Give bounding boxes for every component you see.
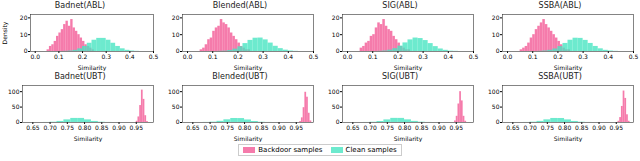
html-text:Backdoor samples: Backdoor samples xyxy=(258,146,323,154)
svg-text:100: 100 xyxy=(8,88,20,95)
svg-text:0.70: 0.70 xyxy=(43,124,57,131)
svg-text:0.0: 0.0 xyxy=(343,53,353,60)
svg-text:0.85: 0.85 xyxy=(575,124,589,131)
svg-text:0.95: 0.95 xyxy=(290,124,304,131)
html-text:Clean samples: Clean samples xyxy=(345,146,397,154)
svg-text:0.1: 0.1 xyxy=(208,53,218,60)
svg-text:0.80: 0.80 xyxy=(398,124,412,131)
svg-text:0.65: 0.65 xyxy=(346,124,360,131)
svg-text:0: 0 xyxy=(496,47,500,54)
html-text:Badnet(ABL): Badnet(ABL) xyxy=(54,1,106,10)
svg-text:0.90: 0.90 xyxy=(272,124,286,131)
svg-text:Similarity: Similarity xyxy=(394,135,423,143)
svg-text:0.2: 0.2 xyxy=(553,53,563,60)
svg-text:0.80: 0.80 xyxy=(78,124,92,131)
svg-text:0: 0 xyxy=(496,118,500,125)
svg-text:0.1: 0.1 xyxy=(368,53,378,60)
svg-text:Similarity: Similarity xyxy=(78,64,107,72)
svg-text:Density: Density xyxy=(1,21,9,44)
svg-text:0.85: 0.85 xyxy=(255,124,269,131)
svg-text:0.90: 0.90 xyxy=(432,124,446,131)
svg-text:Similarity: Similarity xyxy=(394,64,423,72)
svg-text:0.5: 0.5 xyxy=(469,53,479,60)
svg-text:0: 0 xyxy=(336,118,340,125)
svg-text:0.95: 0.95 xyxy=(130,124,144,131)
svg-text:0.80: 0.80 xyxy=(558,124,572,131)
svg-text:0.80: 0.80 xyxy=(238,124,252,131)
svg-text:0.3: 0.3 xyxy=(101,53,111,60)
html-text:SIG(UBT): SIG(UBT) xyxy=(381,72,418,81)
svg-text:0.5: 0.5 xyxy=(629,53,639,60)
html-text:SSBA(UBT): SSBA(UBT) xyxy=(538,72,582,81)
svg-text:0.5: 0.5 xyxy=(309,53,319,60)
svg-text:20: 20 xyxy=(172,14,180,21)
svg-text:0.75: 0.75 xyxy=(61,124,75,131)
svg-text:0.0: 0.0 xyxy=(183,53,193,60)
svg-text:0.4: 0.4 xyxy=(604,53,614,60)
svg-text:20: 20 xyxy=(332,14,340,21)
svg-text:0: 0 xyxy=(336,47,340,54)
html-text:Badnet(UBT): Badnet(UBT) xyxy=(54,72,106,81)
svg-text:Similarity: Similarity xyxy=(74,135,103,143)
svg-text:0.2: 0.2 xyxy=(78,53,88,60)
svg-text:0: 0 xyxy=(24,47,28,54)
svg-text:Similarity: Similarity xyxy=(234,135,263,143)
html-text:SIG(ABL): SIG(ABL) xyxy=(382,1,418,10)
svg-text:10: 10 xyxy=(20,31,28,38)
svg-text:0.65: 0.65 xyxy=(186,124,200,131)
svg-text:20: 20 xyxy=(20,14,28,21)
svg-text:Similarity: Similarity xyxy=(234,64,263,72)
html-text:SSBA(ABL): SSBA(ABL) xyxy=(538,1,582,10)
html-text:Blended(UBT): Blended(UBT) xyxy=(212,72,268,81)
svg-text:0: 0 xyxy=(176,118,180,125)
html-text:Blended(ABL): Blended(ABL) xyxy=(212,1,268,10)
svg-text:10: 10 xyxy=(492,31,500,38)
svg-text:10: 10 xyxy=(332,31,340,38)
svg-text:0.90: 0.90 xyxy=(592,124,606,131)
svg-text:0.2: 0.2 xyxy=(393,53,403,60)
svg-text:50: 50 xyxy=(492,103,500,110)
svg-text:0.1: 0.1 xyxy=(54,53,64,60)
svg-text:0.95: 0.95 xyxy=(450,124,464,131)
svg-text:0.90: 0.90 xyxy=(112,124,126,131)
svg-text:0.3: 0.3 xyxy=(258,53,268,60)
svg-text:100: 100 xyxy=(328,88,340,95)
svg-text:0.2: 0.2 xyxy=(233,53,243,60)
svg-text:0.1: 0.1 xyxy=(528,53,538,60)
svg-text:10: 10 xyxy=(172,31,180,38)
svg-text:0.70: 0.70 xyxy=(523,124,537,131)
svg-text:0.0: 0.0 xyxy=(503,53,513,60)
svg-text:100: 100 xyxy=(488,88,500,95)
svg-text:0.75: 0.75 xyxy=(541,124,555,131)
svg-text:0.85: 0.85 xyxy=(415,124,429,131)
svg-text:0.65: 0.65 xyxy=(26,124,40,131)
svg-text:0.70: 0.70 xyxy=(363,124,377,131)
svg-text:0.65: 0.65 xyxy=(506,124,520,131)
svg-text:0.70: 0.70 xyxy=(203,124,217,131)
svg-text:0.75: 0.75 xyxy=(221,124,235,131)
svg-text:0.85: 0.85 xyxy=(95,124,109,131)
svg-text:Similarity: Similarity xyxy=(554,135,583,143)
svg-text:0.5: 0.5 xyxy=(149,53,159,60)
svg-text:0.3: 0.3 xyxy=(418,53,428,60)
svg-text:50: 50 xyxy=(332,103,340,110)
svg-text:0.4: 0.4 xyxy=(444,53,454,60)
svg-text:50: 50 xyxy=(172,103,180,110)
svg-text:0: 0 xyxy=(16,118,20,125)
svg-text:0.0: 0.0 xyxy=(30,53,40,60)
svg-text:20: 20 xyxy=(492,14,500,21)
svg-text:0: 0 xyxy=(176,47,180,54)
svg-text:0.3: 0.3 xyxy=(578,53,588,60)
svg-text:0.95: 0.95 xyxy=(610,124,624,131)
svg-text:100: 100 xyxy=(168,88,180,95)
svg-text:50: 50 xyxy=(12,103,20,110)
svg-text:Similarity: Similarity xyxy=(554,64,583,72)
svg-text:0.4: 0.4 xyxy=(125,53,135,60)
svg-text:0.4: 0.4 xyxy=(284,53,294,60)
svg-text:0.75: 0.75 xyxy=(381,124,395,131)
